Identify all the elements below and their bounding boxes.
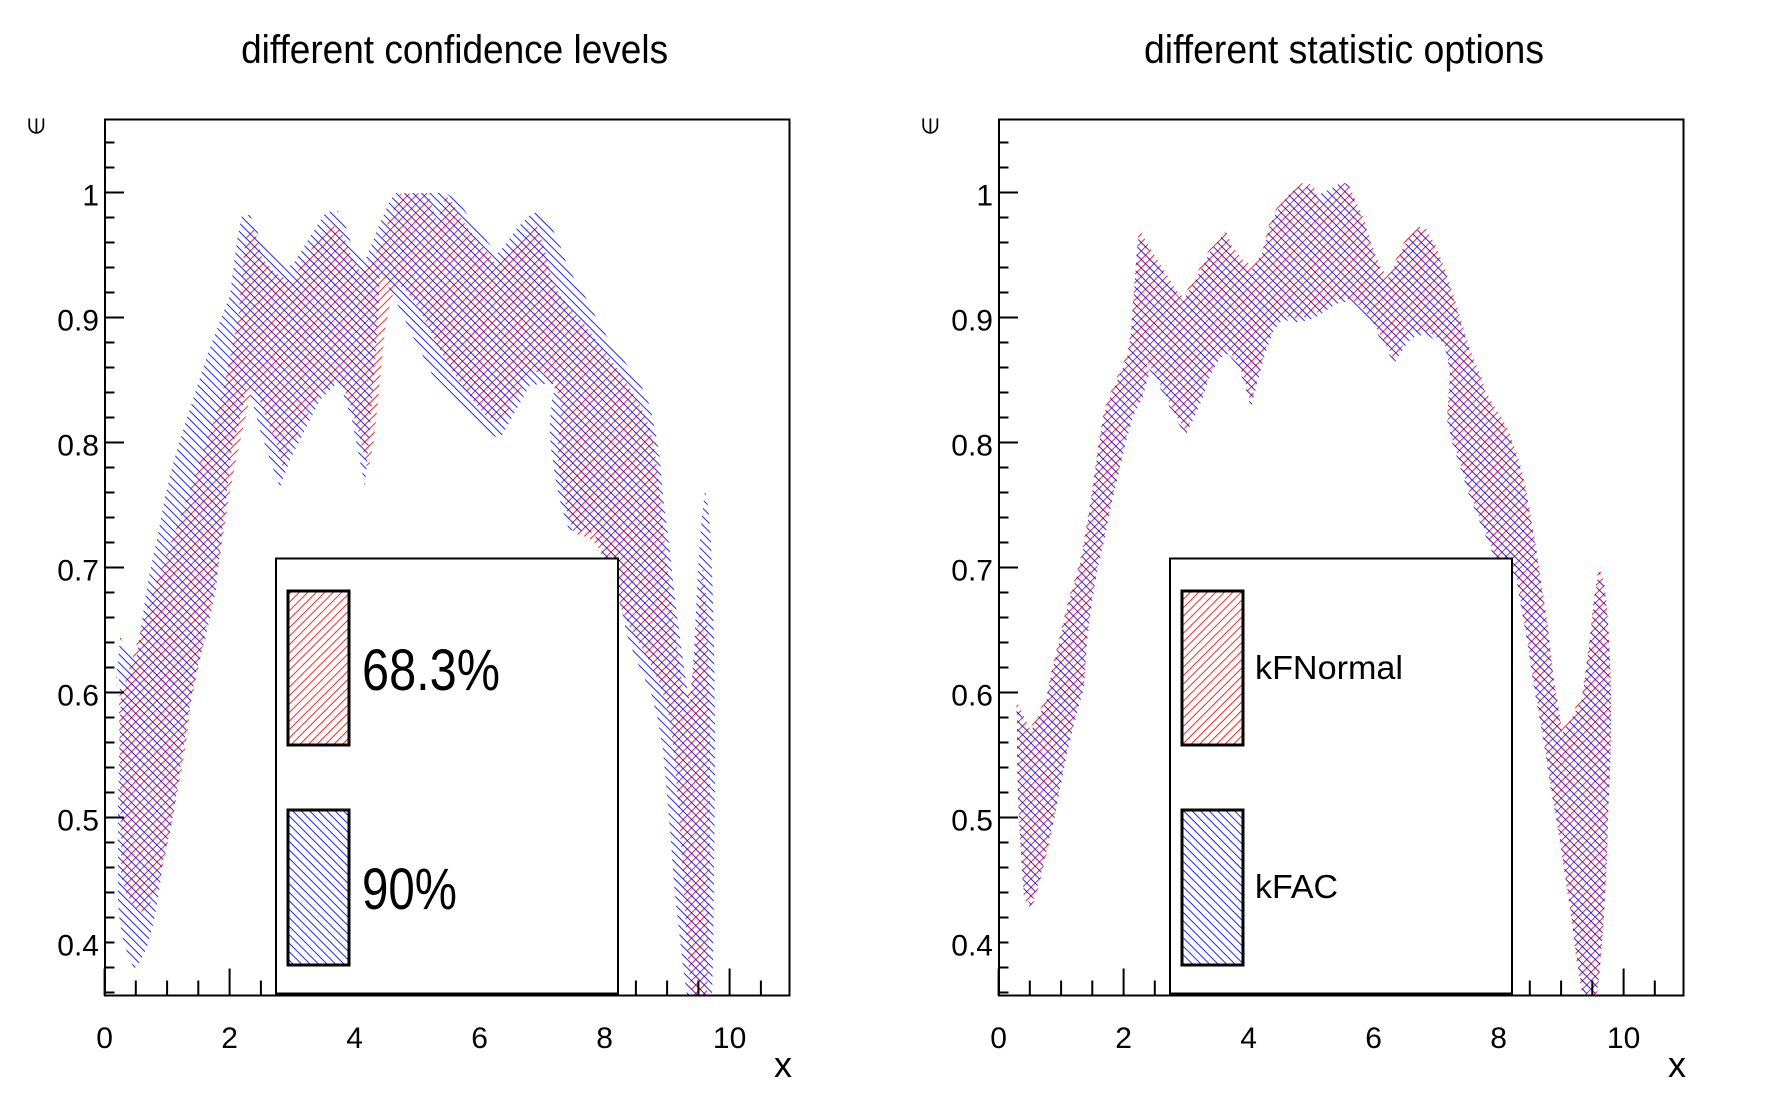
svg-text:0: 0 [96, 1022, 113, 1055]
svg-text:0.9: 0.9 [951, 305, 993, 338]
svg-text:0.4: 0.4 [57, 930, 99, 963]
svg-text:2: 2 [1115, 1022, 1132, 1055]
svg-text:2: 2 [221, 1022, 238, 1055]
svg-text:∈: ∈ [918, 116, 943, 135]
svg-text:1: 1 [976, 180, 993, 213]
svg-text:kFAC: kFAC [1255, 868, 1338, 905]
svg-text:0.8: 0.8 [951, 430, 993, 463]
svg-text:different confidence levels: different confidence levels [241, 28, 668, 72]
svg-text:kFNormal: kFNormal [1255, 649, 1403, 686]
svg-text:8: 8 [1490, 1022, 1507, 1055]
svg-text:x: x [1668, 1044, 1686, 1085]
svg-text:0: 0 [990, 1022, 1007, 1055]
svg-text:0.4: 0.4 [951, 930, 993, 963]
svg-text:different statistic options: different statistic options [1144, 28, 1544, 72]
svg-text:68.3%: 68.3% [362, 638, 500, 703]
svg-text:6: 6 [1365, 1022, 1382, 1055]
svg-text:0.6: 0.6 [57, 680, 99, 713]
svg-text:0.7: 0.7 [951, 555, 993, 588]
svg-text:0.5: 0.5 [951, 805, 993, 838]
svg-text:0.7: 0.7 [57, 555, 99, 588]
svg-text:4: 4 [1240, 1022, 1257, 1055]
svg-text:8: 8 [596, 1022, 613, 1055]
svg-text:x: x [774, 1044, 792, 1085]
svg-text:0.6: 0.6 [951, 680, 993, 713]
svg-text:90%: 90% [362, 857, 457, 922]
svg-text:0.9: 0.9 [57, 305, 99, 338]
svg-text:4: 4 [346, 1022, 363, 1055]
svg-text:10: 10 [713, 1022, 746, 1055]
svg-text:0.5: 0.5 [57, 805, 99, 838]
svg-text:0.8: 0.8 [57, 430, 99, 463]
svg-text:6: 6 [471, 1022, 488, 1055]
svg-text:∈: ∈ [24, 116, 49, 135]
svg-text:10: 10 [1607, 1022, 1640, 1055]
svg-text:1: 1 [82, 180, 99, 213]
